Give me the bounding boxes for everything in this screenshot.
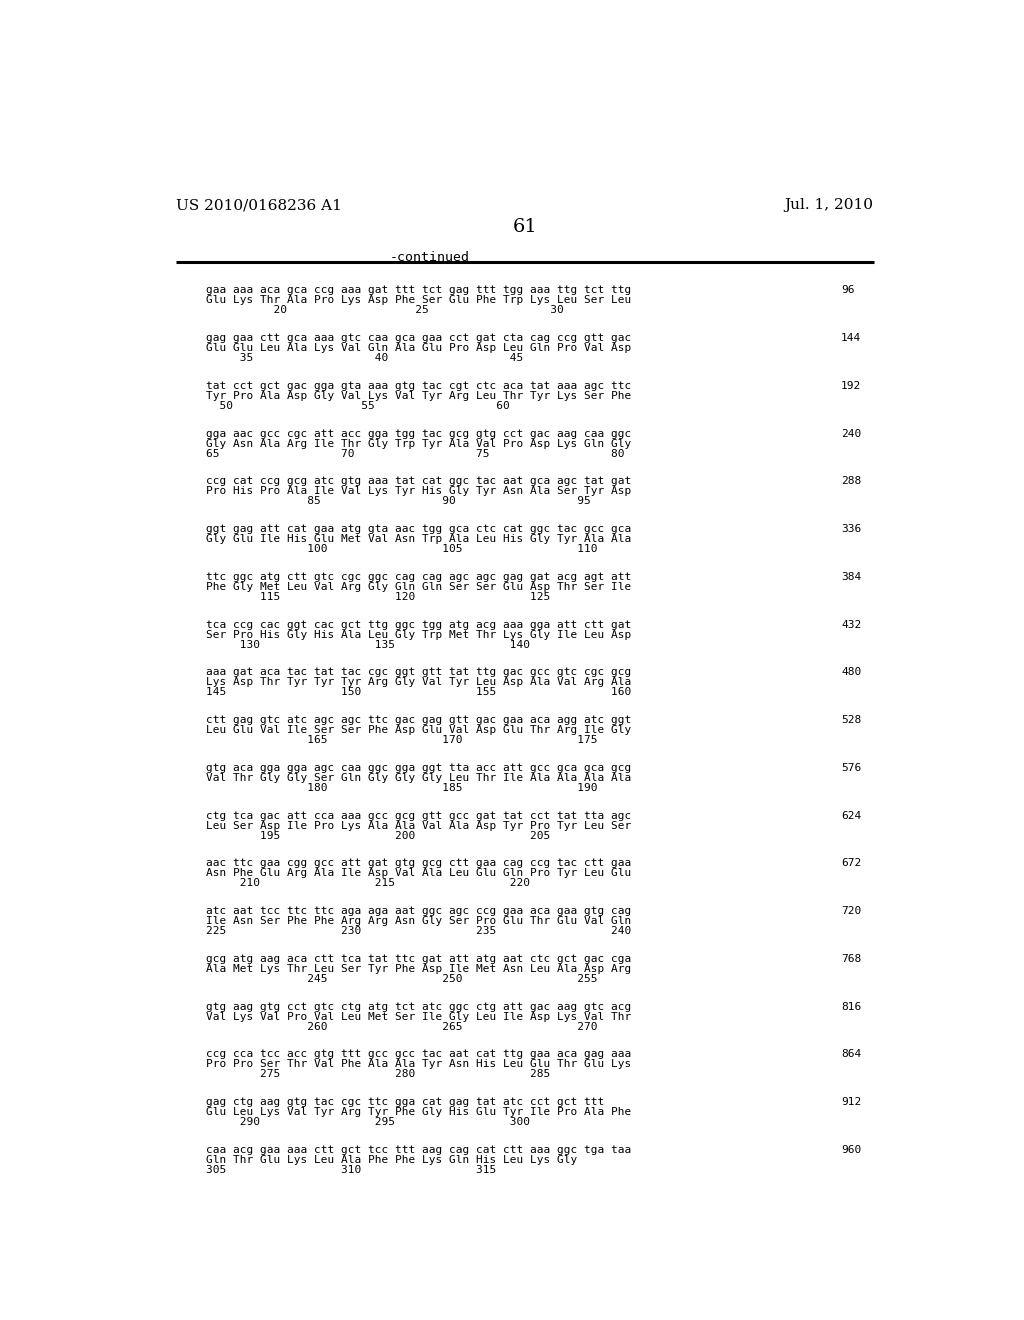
Text: atc aat tcc ttc ttc aga aga aat ggc agc ccg gaa aca gaa gtg cag: atc aat tcc ttc ttc aga aga aat ggc agc …	[206, 906, 631, 916]
Text: 720: 720	[841, 906, 861, 916]
Text: 528: 528	[841, 715, 861, 725]
Text: 115                 120                 125: 115 120 125	[206, 591, 550, 602]
Text: Tyr Pro Ala Asp Gly Val Lys Val Tyr Arg Leu Thr Tyr Lys Ser Phe: Tyr Pro Ala Asp Gly Val Lys Val Tyr Arg …	[206, 391, 631, 401]
Text: 288: 288	[841, 477, 861, 486]
Text: gtg aag gtg cct gtc ctg atg tct atc ggc ctg att gac aag gtc acg: gtg aag gtg cct gtc ctg atg tct atc ggc …	[206, 1002, 631, 1011]
Text: 130                 135                 140: 130 135 140	[206, 640, 529, 649]
Text: Pro Pro Ser Thr Val Phe Ala Ala Tyr Asn His Leu Glu Thr Glu Lys: Pro Pro Ser Thr Val Phe Ala Ala Tyr Asn …	[206, 1059, 631, 1069]
Text: 180                 185                 190: 180 185 190	[206, 783, 597, 793]
Text: ctt gag gtc atc agc agc ttc gac gag gtt gac gaa aca agg atc ggt: ctt gag gtc atc agc agc ttc gac gag gtt …	[206, 715, 631, 725]
Text: Glu Lys Thr Ala Pro Lys Asp Phe Ser Glu Phe Trp Lys Leu Ser Leu: Glu Lys Thr Ala Pro Lys Asp Phe Ser Glu …	[206, 296, 631, 305]
Text: gag ctg aag gtg tac cgc ttc gga cat gag tat atc cct gct ttt: gag ctg aag gtg tac cgc ttc gga cat gag …	[206, 1097, 604, 1107]
Text: 144: 144	[841, 333, 861, 343]
Text: 384: 384	[841, 572, 861, 582]
Text: 96: 96	[841, 285, 854, 296]
Text: 50                   55                  60: 50 55 60	[206, 401, 509, 411]
Text: 145                 150                 155                 160: 145 150 155 160	[206, 688, 631, 697]
Text: 864: 864	[841, 1049, 861, 1059]
Text: 35                  40                  45: 35 40 45	[206, 354, 522, 363]
Text: 20                   25                  30: 20 25 30	[206, 305, 563, 315]
Text: 432: 432	[841, 619, 861, 630]
Text: 816: 816	[841, 1002, 861, 1011]
Text: Lys Asp Thr Tyr Tyr Tyr Arg Gly Val Tyr Leu Asp Ala Val Arg Ala: Lys Asp Thr Tyr Tyr Tyr Arg Gly Val Tyr …	[206, 677, 631, 688]
Text: tat cct gct gac gga gta aaa gtg tac cgt ctc aca tat aaa agc ttc: tat cct gct gac gga gta aaa gtg tac cgt …	[206, 381, 631, 391]
Text: Pro His Pro Ala Ile Val Lys Tyr His Gly Tyr Asn Ala Ser Tyr Asp: Pro His Pro Ala Ile Val Lys Tyr His Gly …	[206, 487, 631, 496]
Text: 275                 280                 285: 275 280 285	[206, 1069, 550, 1080]
Text: ttc ggc atg ctt gtc cgc ggc cag cag agc agc gag gat acg agt att: ttc ggc atg ctt gtc cgc ggc cag cag agc …	[206, 572, 631, 582]
Text: tca ccg cac ggt cac gct ttg ggc tgg atg acg aaa gga att ctt gat: tca ccg cac ggt cac gct ttg ggc tgg atg …	[206, 619, 631, 630]
Text: Ile Asn Ser Phe Phe Arg Arg Asn Gly Ser Pro Glu Thr Glu Val Gln: Ile Asn Ser Phe Phe Arg Arg Asn Gly Ser …	[206, 916, 631, 927]
Text: 210                 215                 220: 210 215 220	[206, 878, 529, 888]
Text: gcg atg aag aca ctt tca tat ttc gat att atg aat ctc gct gac cga: gcg atg aag aca ctt tca tat ttc gat att …	[206, 954, 631, 964]
Text: Phe Gly Met Leu Val Arg Gly Gln Gln Ser Ser Glu Asp Thr Ser Ile: Phe Gly Met Leu Val Arg Gly Gln Gln Ser …	[206, 582, 631, 591]
Text: 336: 336	[841, 524, 861, 535]
Text: 100                 105                 110: 100 105 110	[206, 544, 597, 554]
Text: 245                 250                 255: 245 250 255	[206, 974, 597, 983]
Text: Glu Leu Lys Val Tyr Arg Tyr Phe Gly His Glu Tyr Ile Pro Ala Phe: Glu Leu Lys Val Tyr Arg Tyr Phe Gly His …	[206, 1107, 631, 1117]
Text: 768: 768	[841, 954, 861, 964]
Text: US 2010/0168236 A1: US 2010/0168236 A1	[176, 198, 342, 213]
Text: 290                 295                 300: 290 295 300	[206, 1117, 529, 1127]
Text: Asn Phe Glu Arg Ala Ile Asp Val Ala Leu Glu Gln Pro Tyr Leu Glu: Asn Phe Glu Arg Ala Ile Asp Val Ala Leu …	[206, 869, 631, 878]
Text: 61: 61	[512, 218, 538, 236]
Text: 85                  90                  95: 85 90 95	[206, 496, 590, 507]
Text: Ala Met Lys Thr Leu Ser Tyr Phe Asp Ile Met Asn Leu Ala Asp Arg: Ala Met Lys Thr Leu Ser Tyr Phe Asp Ile …	[206, 964, 631, 974]
Text: 65                  70                  75                  80: 65 70 75 80	[206, 449, 624, 458]
Text: 480: 480	[841, 668, 861, 677]
Text: ccg cca tcc acc gtg ttt gcc gcc tac aat cat ttg gaa aca gag aaa: ccg cca tcc acc gtg ttt gcc gcc tac aat …	[206, 1049, 631, 1059]
Text: 912: 912	[841, 1097, 861, 1107]
Text: Val Thr Gly Gly Ser Gln Gly Gly Gly Leu Thr Ile Ala Ala Ala Ala: Val Thr Gly Gly Ser Gln Gly Gly Gly Leu …	[206, 774, 631, 783]
Text: 225                 230                 235                 240: 225 230 235 240	[206, 927, 631, 936]
Text: aaa gat aca tac tat tac cgc ggt gtt tat ttg gac gcc gtc cgc gcg: aaa gat aca tac tat tac cgc ggt gtt tat …	[206, 668, 631, 677]
Text: caa acg gaa aaa ctt gct tcc ttt aag cag cat ctt aaa ggc tga taa: caa acg gaa aaa ctt gct tcc ttt aag cag …	[206, 1144, 631, 1155]
Text: 165                 170                 175: 165 170 175	[206, 735, 597, 744]
Text: Leu Ser Asp Ile Pro Lys Ala Ala Val Ala Asp Tyr Pro Tyr Leu Ser: Leu Ser Asp Ile Pro Lys Ala Ala Val Ala …	[206, 821, 631, 830]
Text: Gly Glu Ile His Glu Met Val Asn Trp Ala Leu His Gly Tyr Ala Ala: Gly Glu Ile His Glu Met Val Asn Trp Ala …	[206, 535, 631, 544]
Text: Glu Glu Leu Ala Lys Val Gln Ala Glu Pro Asp Leu Gln Pro Val Asp: Glu Glu Leu Ala Lys Val Gln Ala Glu Pro …	[206, 343, 631, 354]
Text: ccg cat ccg gcg atc gtg aaa tat cat ggc tac aat gca agc tat gat: ccg cat ccg gcg atc gtg aaa tat cat ggc …	[206, 477, 631, 486]
Text: Gly Asn Ala Arg Ile Thr Gly Trp Tyr Ala Val Pro Asp Lys Gln Gly: Gly Asn Ala Arg Ile Thr Gly Trp Tyr Ala …	[206, 438, 631, 449]
Text: 576: 576	[841, 763, 861, 772]
Text: -continued: -continued	[390, 251, 470, 264]
Text: 624: 624	[841, 810, 861, 821]
Text: 672: 672	[841, 858, 861, 869]
Text: 960: 960	[841, 1144, 861, 1155]
Text: Leu Glu Val Ile Ser Ser Phe Asp Glu Val Asp Glu Thr Arg Ile Gly: Leu Glu Val Ile Ser Ser Phe Asp Glu Val …	[206, 725, 631, 735]
Text: ctg tca gac att cca aaa gcc gcg gtt gcc gat tat cct tat tta agc: ctg tca gac att cca aaa gcc gcg gtt gcc …	[206, 810, 631, 821]
Text: 260                 265                 270: 260 265 270	[206, 1022, 597, 1031]
Text: Val Lys Val Pro Val Leu Met Ser Ile Gly Leu Ile Asp Lys Val Thr: Val Lys Val Pro Val Leu Met Ser Ile Gly …	[206, 1011, 631, 1022]
Text: Ser Pro His Gly His Ala Leu Gly Trp Met Thr Lys Gly Ile Leu Asp: Ser Pro His Gly His Ala Leu Gly Trp Met …	[206, 630, 631, 640]
Text: gtg aca gga gga agc caa ggc gga ggt tta acc att gcc gca gca gcg: gtg aca gga gga agc caa ggc gga ggt tta …	[206, 763, 631, 772]
Text: 192: 192	[841, 381, 861, 391]
Text: Gln Thr Glu Lys Leu Ala Phe Phe Lys Gln His Leu Lys Gly: Gln Thr Glu Lys Leu Ala Phe Phe Lys Gln …	[206, 1155, 577, 1164]
Text: aac ttc gaa cgg gcc att gat gtg gcg ctt gaa cag ccg tac ctt gaa: aac ttc gaa cgg gcc att gat gtg gcg ctt …	[206, 858, 631, 869]
Text: gaa aaa aca gca ccg aaa gat ttt tct gag ttt tgg aaa ttg tct ttg: gaa aaa aca gca ccg aaa gat ttt tct gag …	[206, 285, 631, 296]
Text: gag gaa ctt gca aaa gtc caa gca gaa cct gat cta cag ccg gtt gac: gag gaa ctt gca aaa gtc caa gca gaa cct …	[206, 333, 631, 343]
Text: 240: 240	[841, 429, 861, 438]
Text: Jul. 1, 2010: Jul. 1, 2010	[784, 198, 873, 213]
Text: 195                 200                 205: 195 200 205	[206, 830, 550, 841]
Text: 305                 310                 315: 305 310 315	[206, 1164, 496, 1175]
Text: ggt gag att cat gaa atg gta aac tgg gca ctc cat ggc tac gcc gca: ggt gag att cat gaa atg gta aac tgg gca …	[206, 524, 631, 535]
Text: gga aac gcc cgc att acc gga tgg tac gcg gtg cct gac aag caa ggc: gga aac gcc cgc att acc gga tgg tac gcg …	[206, 429, 631, 438]
